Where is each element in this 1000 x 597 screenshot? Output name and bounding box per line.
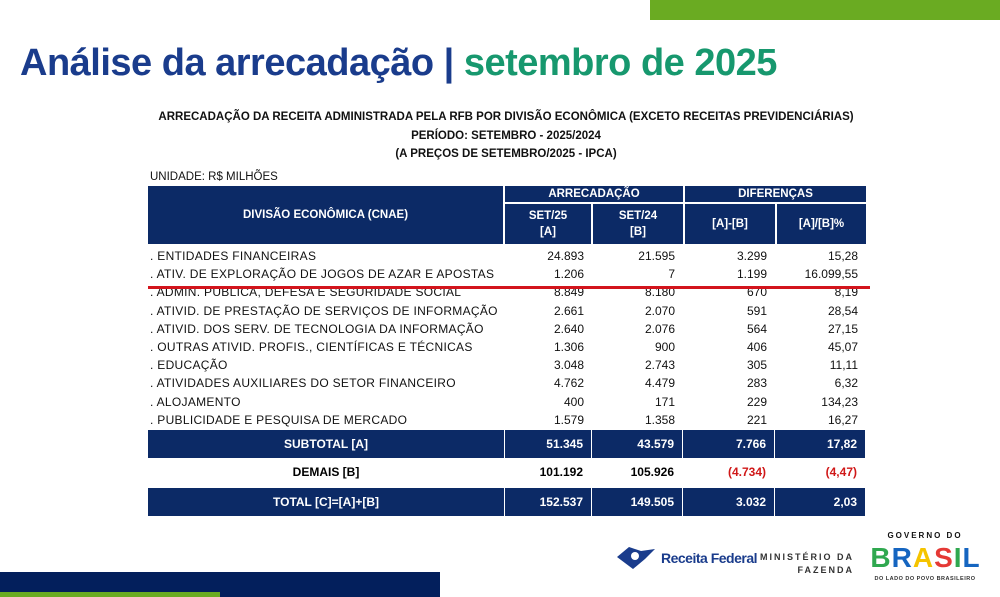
cell-name: . ATIV. DE EXPLORAÇÃO DE JOGOS DE AZAR E…: [150, 267, 495, 282]
header-set24: SET/24 [B]: [593, 204, 683, 246]
cell-b: 2.070: [644, 303, 675, 318]
cell-diff: 1.199: [736, 267, 767, 282]
demais-label: DEMAIS [B]: [148, 458, 505, 486]
header-pct: [A]/[B]%: [777, 204, 866, 246]
table-row: . PUBLICIDADE E PESQUISA DE MERCADO 1.579…: [148, 411, 866, 429]
total-a: 152.537: [505, 488, 592, 516]
cell-diff: 221: [746, 412, 767, 427]
subtotal-row: SUBTOTAL [A] 51.345 43.579 7.766 17,82: [148, 430, 866, 458]
cell-b: 2.076: [644, 321, 675, 336]
table-price-note: (A PREÇOS DE SETEMBRO/2025 - IPCA): [395, 148, 617, 160]
cell-a: 2.640: [553, 321, 584, 336]
table-row: . ALOJAMENTO 400 171 229 134,23: [148, 393, 866, 411]
cell-a: 1.579: [553, 412, 584, 427]
total-row: TOTAL [C]=[A]+[B] 152.537 149.505 3.032 …: [148, 488, 866, 516]
header-set25: SET/25 [A]: [505, 204, 591, 246]
cell-pct: 11,11: [829, 358, 858, 373]
page-title: Análise da arrecadação | setembro de 202…: [20, 42, 777, 84]
cell-a: 3.048: [553, 358, 584, 373]
table-row: . ATIVID. DE PRESTAÇÃO DE SERVIÇOS DE IN…: [148, 302, 866, 320]
table-title: ARRECADAÇÃO DA RECEITA ADMINISTRADA PELA…: [158, 111, 854, 123]
header-diff: [A]-[B]: [685, 204, 775, 246]
cell-pct: 45,07: [827, 340, 858, 354]
demais-pct: (4,47): [775, 458, 866, 486]
unit-label: UNIDADE: R$ MILHÕES: [150, 171, 278, 183]
table-row: . OUTRAS ATIVID. PROFIS., CIENTÍFICAS E …: [148, 338, 866, 356]
header-arrecadacao: ARRECADAÇÃO: [505, 186, 683, 204]
cell-a: 400: [563, 394, 584, 409]
cell-name: . PUBLICIDADE E PESQUISA DE MERCADO: [150, 412, 408, 427]
cell-name: . ALOJAMENTO: [150, 394, 241, 409]
cell-diff: 591: [746, 303, 767, 318]
subtotal-label: SUBTOTAL [A]: [148, 430, 505, 458]
cell-diff: 305: [746, 358, 767, 373]
cell-name: . ATIVID. DOS SERV. DE TECNOLOGIA DA INF…: [150, 321, 484, 336]
cell-diff: 283: [746, 376, 767, 391]
ministerio-logo: MINISTÉRIO DA FAZENDA: [760, 552, 855, 575]
cell-diff: 564: [746, 321, 767, 336]
cell-name: . ATIVID. DE PRESTAÇÃO DE SERVIÇOS DE IN…: [150, 303, 498, 318]
subtotal-diff: 7.766: [683, 430, 775, 458]
table-row: . ATIV. DE EXPLORAÇÃO DE JOGOS DE AZAR E…: [148, 265, 866, 283]
highlight-divider: [148, 286, 870, 289]
receita-federal-text: Receita Federal: [661, 550, 758, 566]
cell-a: 24.893: [547, 249, 584, 263]
cell-b: 2.743: [644, 358, 675, 373]
receita-federal-icon: [617, 547, 655, 569]
table-row: . ENTIDADES FINANCEIRAS 24.893 21.595 3.299…: [148, 247, 866, 265]
header-diferencas: DIFERENÇAS: [685, 186, 866, 204]
cell-diff: 229: [746, 394, 767, 409]
cell-b: 21.595: [638, 249, 675, 263]
table-row: . ATIVID. DOS SERV. DE TECNOLOGIA DA INF…: [148, 320, 866, 338]
top-accent-bar: [650, 0, 1000, 20]
receita-federal-logo: Receita Federal: [615, 545, 758, 571]
cell-b: 900: [654, 340, 675, 354]
cell-pct: 28,54: [827, 303, 858, 318]
subtotal-a: 51.345: [505, 430, 592, 458]
demais-diff: (4.734): [683, 458, 775, 486]
table-row: . EDUCAÇÃO 3.048 2.743 305 11,11: [148, 356, 866, 374]
cell-name: . OUTRAS ATIVID. PROFIS., CIENTÍFICAS E …: [150, 340, 473, 354]
subtotal-b: 43.579: [592, 430, 683, 458]
cell-a: 1.206: [553, 267, 584, 282]
cell-b: 171: [654, 394, 675, 409]
bottom-green-strip: [0, 592, 220, 597]
cell-a: 2.661: [553, 303, 584, 318]
cell-pct: 16.099,55: [804, 267, 858, 282]
cell-name: . EDUCAÇÃO: [150, 358, 228, 373]
cell-diff: 406: [746, 340, 767, 354]
cell-b: 7: [668, 267, 675, 282]
cell-b: 4.479: [644, 376, 675, 391]
cell-name: . ATIVIDADES AUXILIARES DO SETOR FINANCE…: [150, 376, 456, 391]
cell-pct: 15,28: [827, 249, 858, 263]
cell-name: . ENTIDADES FINANCEIRAS: [150, 249, 317, 263]
total-pct: 2,03: [775, 488, 866, 516]
cell-a: 4.762: [553, 376, 584, 391]
cell-pct: 27,15: [827, 321, 858, 336]
demais-a: 101.192: [505, 458, 592, 486]
total-b: 149.505: [592, 488, 683, 516]
demais-row: DEMAIS [B] 101.192 105.926 (4.734) (4,47…: [148, 458, 866, 486]
cell-pct: 6,32: [834, 376, 858, 391]
demais-b: 105.926: [592, 458, 683, 486]
table-period: PERÍODO: SETEMBRO - 2025/2024: [411, 130, 601, 142]
cell-b: 1.358: [644, 412, 675, 427]
table-row: . ATIVIDADES AUXILIARES DO SETOR FINANCE…: [148, 374, 866, 392]
header-division: DIVISÃO ECONÔMICA (CNAE): [148, 186, 503, 246]
cell-diff: 3.299: [736, 249, 767, 263]
total-label: TOTAL [C]=[A]+[B]: [148, 488, 505, 516]
total-diff: 3.032: [683, 488, 775, 516]
cell-pct: 16,27: [827, 412, 858, 427]
subtotal-pct: 17,82: [775, 430, 866, 458]
cell-pct: 134,23: [821, 394, 858, 409]
cell-a: 1.306: [553, 340, 584, 354]
